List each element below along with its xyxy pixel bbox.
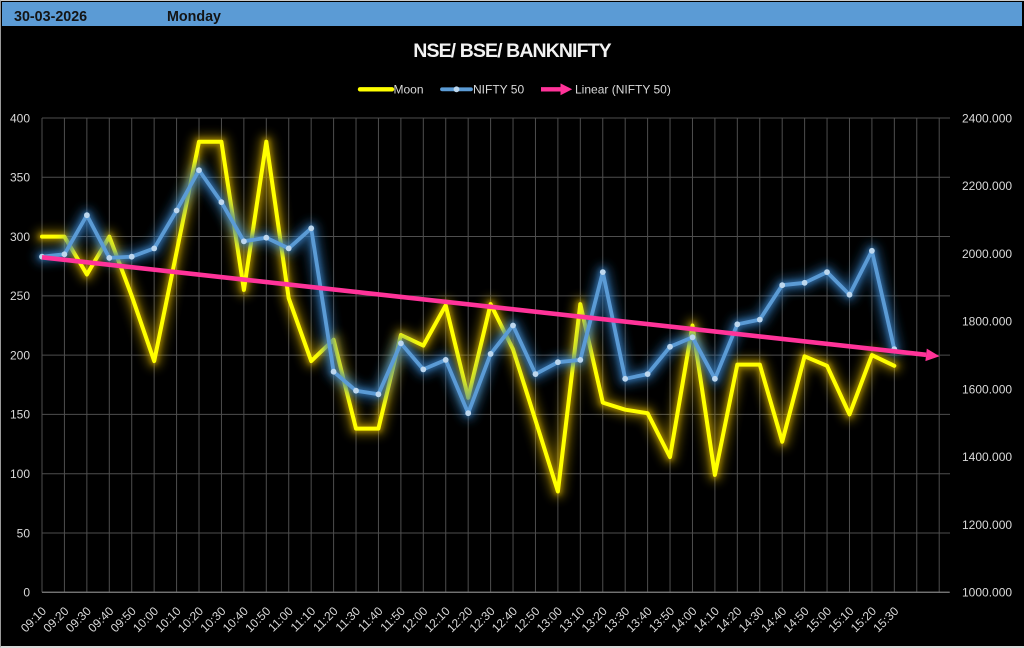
svg-text:300: 300 bbox=[10, 230, 30, 244]
svg-text:11:10: 11:10 bbox=[288, 604, 319, 635]
svg-text:11:00: 11:00 bbox=[265, 604, 296, 635]
svg-text:2200.000: 2200.000 bbox=[962, 179, 1012, 193]
svg-text:Linear (NIFTY 50): Linear (NIFTY 50) bbox=[575, 83, 671, 97]
svg-text:350: 350 bbox=[10, 171, 30, 185]
svg-text:0: 0 bbox=[23, 586, 30, 600]
svg-text:150: 150 bbox=[10, 408, 30, 422]
svg-text:1800.000: 1800.000 bbox=[962, 315, 1012, 329]
svg-text:10:50: 10:50 bbox=[242, 604, 273, 635]
svg-text:100: 100 bbox=[10, 467, 30, 481]
svg-text:NIFTY 50: NIFTY 50 bbox=[473, 83, 524, 97]
svg-text:Moon: Moon bbox=[394, 83, 424, 97]
svg-text:250: 250 bbox=[10, 289, 30, 303]
svg-text:2400.000: 2400.000 bbox=[962, 111, 1012, 125]
svg-text:1200.000: 1200.000 bbox=[962, 518, 1012, 532]
svg-text:400: 400 bbox=[10, 111, 30, 125]
svg-text:50: 50 bbox=[17, 526, 31, 540]
svg-text:2000.000: 2000.000 bbox=[962, 247, 1012, 261]
svg-text:1400.000: 1400.000 bbox=[962, 450, 1012, 464]
svg-text:15:30: 15:30 bbox=[870, 604, 901, 635]
svg-text:1000.000: 1000.000 bbox=[962, 586, 1012, 600]
svg-text:11:30: 11:30 bbox=[333, 604, 364, 635]
svg-text:200: 200 bbox=[10, 348, 30, 362]
svg-text:11:20: 11:20 bbox=[310, 604, 341, 635]
svg-text:11:40: 11:40 bbox=[355, 604, 386, 635]
svg-text:1600.000: 1600.000 bbox=[962, 382, 1012, 396]
